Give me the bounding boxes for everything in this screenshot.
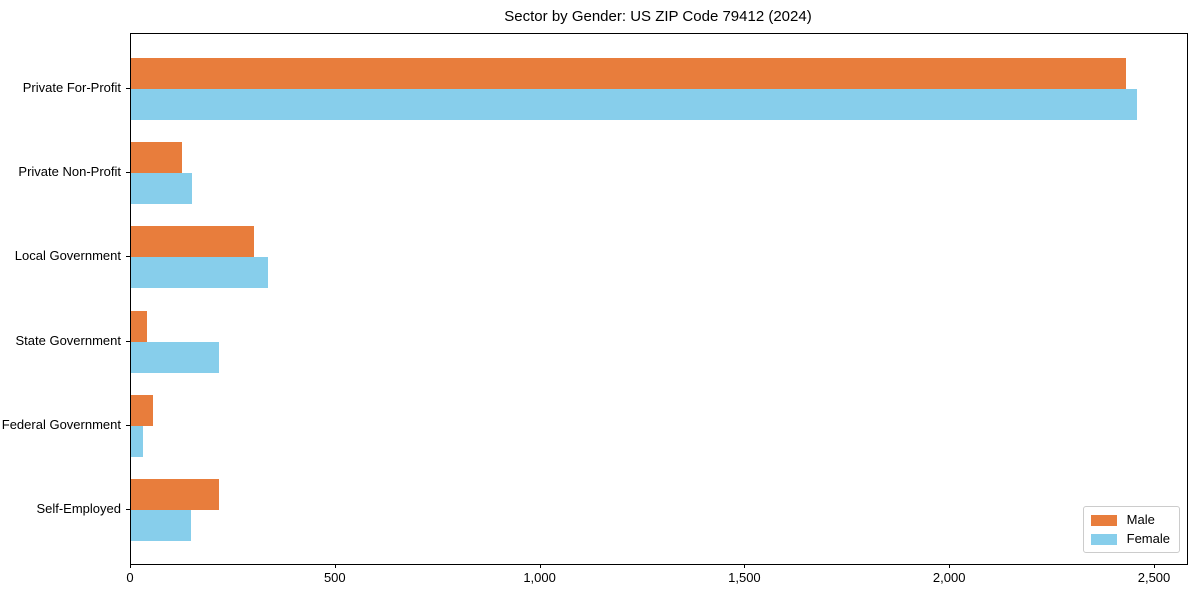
male-legend-swatch [1090, 514, 1117, 526]
y-tick-mark [126, 256, 130, 258]
y-tick-mark [126, 424, 130, 426]
bar-male-private-for-profit [131, 58, 1127, 89]
x-tick-mark [949, 564, 951, 568]
bar-male-federal-government [131, 394, 153, 426]
x-tick-label-1500: 1,500 [728, 570, 761, 585]
y-tick-label-private-for-profit: Private For-Profit [22, 80, 121, 95]
y-tick-mark [126, 340, 130, 342]
y-tick-label-state-government: State Government [15, 332, 122, 348]
bar-male-private-non-profit [131, 142, 183, 174]
male-legend-label: Male [1126, 512, 1155, 527]
x-tick-label-500: 500 [323, 570, 346, 585]
y-tick-label-private-non-profit: Private Non-Profit [18, 164, 121, 180]
y-tick-mark [126, 172, 130, 174]
bar-female-federal-government [131, 425, 143, 457]
x-tick-label-0: 0 [126, 570, 134, 585]
legend: Male Female [1082, 506, 1180, 553]
x-tick-mark [130, 564, 131, 568]
bar-female-private-for-profit [131, 89, 1137, 120]
x-tick-mark [334, 564, 336, 568]
bar-male-local-government [131, 226, 254, 258]
x-tick-mark [744, 564, 746, 568]
bar-female-self-employed [131, 510, 191, 541]
y-tick-label-federal-government: Federal Government [1, 416, 121, 432]
bar-female-state-government [131, 341, 220, 373]
y-tick-label-self-employed: Self-Employed [36, 501, 121, 516]
bar-female-private-non-profit [131, 173, 192, 205]
legend-item-male: Male [1090, 512, 1170, 527]
x-tick-mark [539, 564, 541, 568]
plot-area: Male Female [130, 33, 1188, 565]
x-tick-label-1000: 1,000 [523, 570, 556, 585]
y-tick-mark [126, 88, 130, 89]
y-tick-label-local-government: Local Government [14, 248, 121, 264]
chart-title: Sector by Gender: US ZIP Code 79412 (202… [504, 8, 812, 25]
bar-male-state-government [131, 310, 147, 342]
x-tick-mark [1154, 564, 1155, 568]
x-tick-label-2000: 2,000 [932, 570, 966, 585]
legend-item-female: Female [1090, 531, 1170, 546]
bar-female-local-government [131, 257, 269, 289]
x-tick-label-2500: 2,500 [1137, 570, 1171, 585]
bar-male-self-employed [131, 479, 219, 510]
female-legend-label: Female [1126, 531, 1170, 546]
female-legend-swatch [1090, 533, 1117, 545]
y-tick-mark [126, 509, 130, 510]
